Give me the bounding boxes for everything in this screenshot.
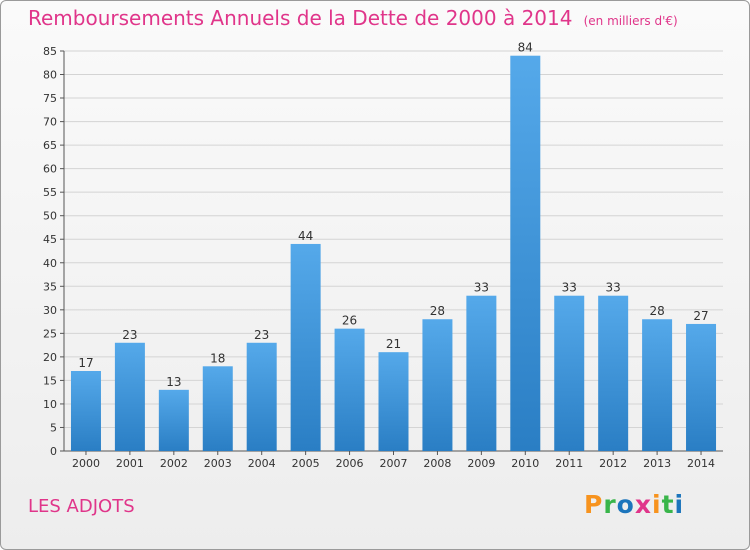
y-tick-label: 50 bbox=[43, 210, 57, 223]
x-tick-label-2011: 2011 bbox=[555, 457, 583, 470]
bar-2003 bbox=[202, 366, 233, 451]
y-tick-label: 25 bbox=[43, 327, 57, 340]
data-labels: 17 23 13 18 23 44 26 21 28 33 84 33 33 28 27 bbox=[78, 41, 708, 389]
bar-2005 bbox=[290, 243, 321, 451]
proxiti-logo: Proxiti bbox=[584, 490, 684, 519]
y-tick-label: 70 bbox=[43, 116, 57, 129]
chart-unit: (en milliers d'€) bbox=[583, 14, 678, 28]
chart-title-row: Remboursements Annuels de la Dette de 20… bbox=[28, 6, 678, 30]
data-label-2012: 33 bbox=[606, 281, 621, 295]
data-label-2002: 13 bbox=[166, 375, 181, 389]
data-label-2009: 33 bbox=[474, 281, 489, 295]
logo-letter: x bbox=[634, 490, 652, 519]
y-tick-label: 0 bbox=[50, 445, 57, 458]
bar-2002 bbox=[158, 389, 189, 451]
y-tick-label: 85 bbox=[43, 45, 57, 58]
y-tick-label: 45 bbox=[43, 233, 57, 246]
bar-2010 bbox=[510, 55, 541, 452]
bar-2009 bbox=[466, 295, 497, 451]
y-tick-label: 10 bbox=[43, 398, 57, 411]
bar-2008 bbox=[422, 319, 453, 451]
data-label-2013: 28 bbox=[649, 304, 664, 318]
x-tick-label-2010: 2010 bbox=[511, 457, 539, 470]
y-tick-label: 55 bbox=[43, 186, 57, 199]
y-tick-label: 80 bbox=[43, 69, 57, 82]
data-label-2010: 84 bbox=[518, 41, 533, 55]
x-tick-label-2002: 2002 bbox=[160, 457, 188, 470]
data-label-2001: 23 bbox=[122, 328, 137, 342]
data-label-2014: 27 bbox=[693, 309, 708, 323]
x-tick-label-2003: 2003 bbox=[204, 457, 232, 470]
y-tick-label: 30 bbox=[43, 304, 57, 317]
logo-letter: i bbox=[652, 490, 662, 519]
data-label-2011: 33 bbox=[562, 281, 577, 295]
logo-letter: t bbox=[661, 490, 675, 519]
y-tick-label: 40 bbox=[43, 257, 57, 270]
x-tick-label-2001: 2001 bbox=[116, 457, 144, 470]
logo-letter: o bbox=[616, 490, 635, 519]
data-label-2008: 28 bbox=[430, 304, 445, 318]
bar-2011 bbox=[554, 295, 585, 451]
data-label-2003: 18 bbox=[210, 351, 225, 365]
bar-2001 bbox=[114, 342, 145, 451]
place-name: LES ADJOTS bbox=[28, 496, 135, 517]
y-tick-label: 65 bbox=[43, 139, 57, 152]
logo-letter: r bbox=[603, 490, 617, 519]
bar-2012 bbox=[598, 295, 629, 451]
x-tick-label-2014: 2014 bbox=[687, 457, 715, 470]
x-tick-label-2000: 2000 bbox=[72, 457, 100, 470]
y-tick-label: 15 bbox=[43, 374, 57, 387]
logo-letter: i bbox=[674, 490, 685, 519]
y-tick-label: 60 bbox=[43, 163, 57, 176]
y-tick-label: 20 bbox=[43, 351, 57, 364]
bar-2007 bbox=[378, 352, 409, 451]
chart-title: Remboursements Annuels de la Dette de 20… bbox=[28, 6, 573, 30]
data-label-2005: 44 bbox=[298, 229, 313, 243]
bar-2000 bbox=[70, 371, 101, 451]
x-tick-label-2008: 2008 bbox=[423, 457, 451, 470]
y-tick-label: 5 bbox=[50, 421, 57, 434]
y-tick-label: 35 bbox=[43, 280, 57, 293]
x-tick-label-2005: 2005 bbox=[292, 457, 320, 470]
data-label-2004: 23 bbox=[254, 328, 269, 342]
data-label-2007: 21 bbox=[386, 337, 401, 351]
y-tick-label: 75 bbox=[43, 92, 57, 105]
data-label-2006: 26 bbox=[342, 314, 357, 328]
x-tick-label-2012: 2012 bbox=[599, 457, 627, 470]
x-tick-label-2007: 2007 bbox=[380, 457, 408, 470]
bar-2006 bbox=[334, 328, 365, 451]
bar-2014 bbox=[686, 323, 717, 451]
bar-2013 bbox=[642, 319, 673, 451]
x-tick-label-2009: 2009 bbox=[467, 457, 495, 470]
x-tick-label-2006: 2006 bbox=[336, 457, 364, 470]
x-tick-label-2004: 2004 bbox=[248, 457, 276, 470]
logo-letter: P bbox=[584, 490, 604, 519]
x-tick-label-2013: 2013 bbox=[643, 457, 671, 470]
data-label-2000: 17 bbox=[78, 356, 93, 370]
bars bbox=[70, 55, 717, 452]
bar-2004 bbox=[246, 342, 277, 451]
